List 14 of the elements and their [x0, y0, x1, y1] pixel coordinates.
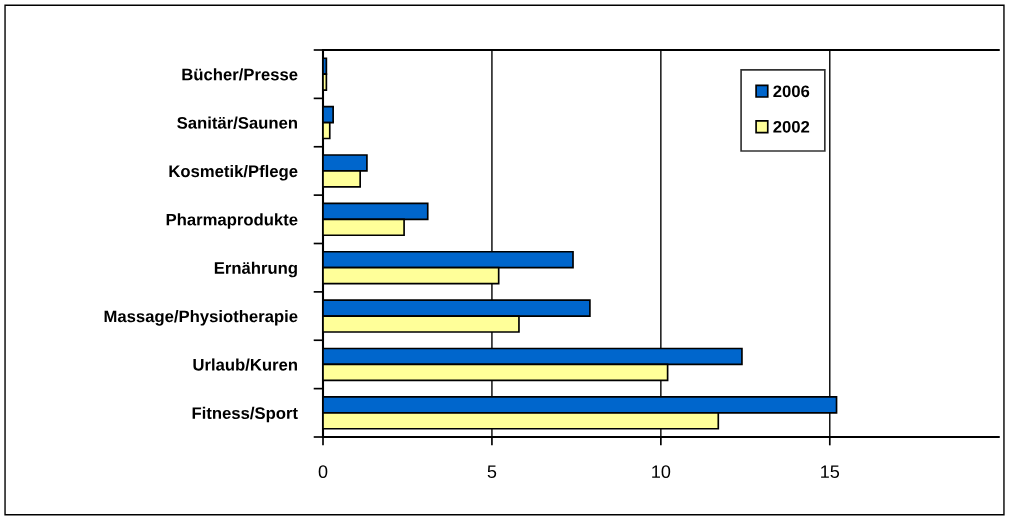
x-tick-label: 10	[652, 465, 671, 479]
legend-label: 2006	[773, 85, 810, 98]
y-tick-label: Urlaub/Kuren	[193, 358, 297, 371]
x-tick-label: 0	[318, 465, 328, 479]
y-tick-label: Pharmaprodukte	[166, 213, 298, 229]
y-tick-label: Massage/Physiotherapie	[104, 310, 298, 326]
y-tick-label: Kosmetik/Pflege	[169, 164, 298, 181]
y-tick-label: Fitness/Sport	[192, 406, 298, 423]
x-tick-label: 5	[487, 465, 497, 479]
x-tick-label: 15	[821, 465, 840, 479]
y-tick-label: Bücher/Presse	[182, 68, 298, 81]
legend-label: 2002	[773, 120, 810, 133]
y-tick-label: Sanitär/Saunen	[177, 116, 297, 129]
y-tick-label: Ernährung	[214, 261, 297, 278]
